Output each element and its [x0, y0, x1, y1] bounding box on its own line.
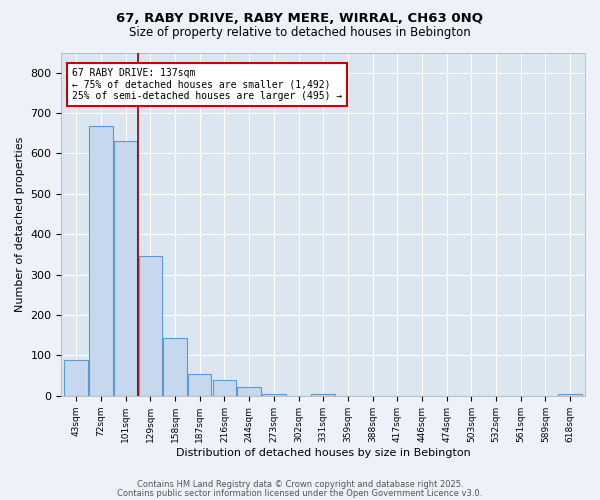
Bar: [262, 394, 286, 396]
Text: Size of property relative to detached houses in Bebington: Size of property relative to detached ho…: [129, 26, 471, 39]
Bar: [64, 360, 88, 396]
Bar: [188, 374, 211, 396]
Bar: [163, 338, 187, 396]
Text: Contains public sector information licensed under the Open Government Licence v3: Contains public sector information licen…: [118, 488, 482, 498]
Bar: [139, 256, 162, 396]
Text: 67 RABY DRIVE: 137sqm
← 75% of detached houses are smaller (1,492)
25% of semi-d: 67 RABY DRIVE: 137sqm ← 75% of detached …: [72, 68, 342, 101]
Y-axis label: Number of detached properties: Number of detached properties: [15, 136, 25, 312]
Bar: [212, 380, 236, 396]
Bar: [89, 126, 113, 396]
Text: 67, RABY DRIVE, RABY MERE, WIRRAL, CH63 0NQ: 67, RABY DRIVE, RABY MERE, WIRRAL, CH63 …: [116, 12, 484, 26]
X-axis label: Distribution of detached houses by size in Bebington: Distribution of detached houses by size …: [176, 448, 470, 458]
Bar: [114, 142, 137, 396]
Bar: [559, 394, 582, 396]
Bar: [311, 394, 335, 396]
Bar: [238, 387, 261, 396]
Text: Contains HM Land Registry data © Crown copyright and database right 2025.: Contains HM Land Registry data © Crown c…: [137, 480, 463, 489]
